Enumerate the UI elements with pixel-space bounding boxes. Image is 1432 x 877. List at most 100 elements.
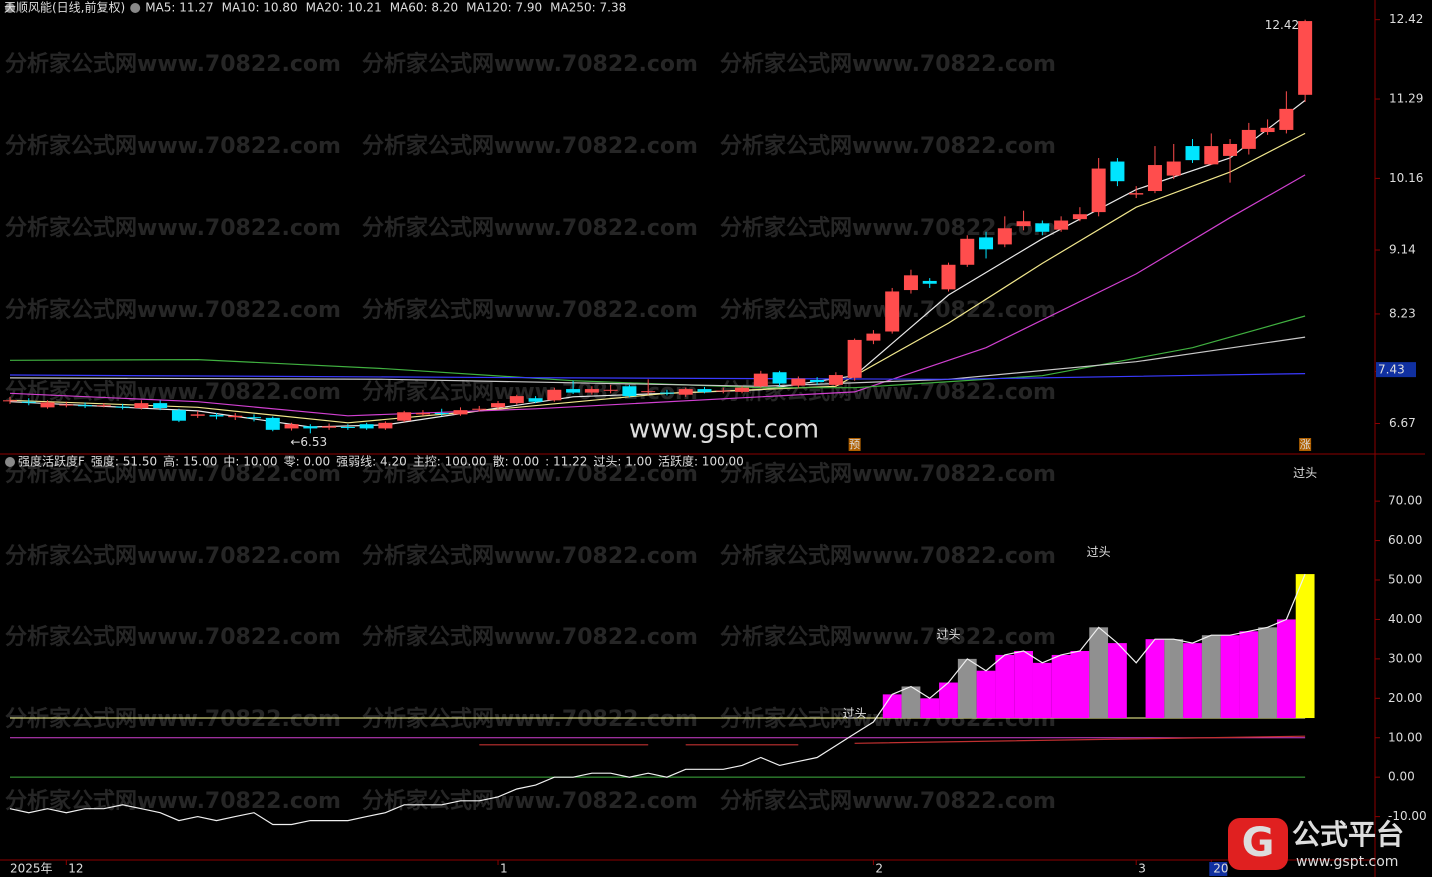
price-marker-box (1376, 362, 1416, 378)
indicator-legend: 活跃度: 100.00 (658, 454, 744, 469)
site-mark: www.gspt.com (629, 415, 819, 445)
candle-body (885, 291, 900, 332)
candle-body (1241, 129, 1256, 149)
strength-bar (1258, 627, 1277, 719)
candle-body (960, 238, 975, 265)
indicator-legend: 强弱线: 4.20 (336, 455, 407, 469)
candle-body (378, 422, 393, 429)
watermark: 分析家公式网www.70822.com (362, 788, 698, 814)
strength-bar (1295, 574, 1315, 719)
candle-body (434, 412, 449, 414)
candle-body (1091, 168, 1106, 213)
price-marker: 7.43 (1378, 363, 1405, 377)
overshoot-label: 过头 (1293, 466, 1317, 480)
y-tick-label: 30.00 (1388, 651, 1422, 665)
candle-body (941, 264, 956, 290)
x-highlight (1209, 862, 1228, 876)
candle-body (21, 401, 36, 403)
candle-body (1129, 193, 1144, 195)
candle-body (997, 228, 1012, 245)
candle-body (547, 389, 562, 401)
candle-body (415, 412, 430, 415)
candle-body (903, 275, 918, 291)
y-tick-label: 50.00 (1388, 573, 1422, 587)
strength-bar (1201, 635, 1221, 719)
watermark: 分析家公式网www.70822.com (720, 51, 1056, 77)
candle-body (791, 378, 806, 386)
candle-body (1110, 161, 1125, 182)
overshoot-label: 过头 (1087, 545, 1111, 559)
y-tick-label: 60.00 (1388, 533, 1422, 547)
y-tick-label: -10.00 (1388, 809, 1427, 823)
watermark: 分析家公式网www.70822.com (720, 788, 1056, 814)
y-tick-label: 6.67 (1389, 416, 1416, 430)
indicator-legend: 强度活跃度F (18, 454, 85, 469)
watermark: 分析家公式网www.70822.com (5, 297, 341, 323)
candle-body (753, 373, 768, 387)
watermark: 分析家公式网www.70822.com (5, 215, 341, 241)
x-tick-label: 12 (68, 862, 83, 876)
watermark: 分析家公式网www.70822.com (362, 543, 698, 569)
watermark: 分析家公式网www.70822.com (5, 51, 341, 77)
watermark: 分析家公式网www.70822.com (362, 624, 698, 650)
indicator-legend: 强度: 51.50 (91, 454, 157, 469)
watermark: 分析家公式网www.70822.com (5, 543, 341, 569)
candle-body (979, 237, 994, 250)
candle-body (697, 389, 712, 392)
y-tick-label: 11.29 (1389, 92, 1423, 106)
strong-weak-line (479, 735, 1306, 746)
watermark: 分析家公式网www.70822.com (5, 461, 341, 487)
watermark: 分析家公式网www.70822.com (362, 706, 698, 732)
chart-title: 天顺风能(日线,前复权) (4, 0, 125, 15)
y-tick-label: 0.00 (1388, 770, 1415, 784)
ma-line (9, 336, 1306, 387)
strength-bar (920, 698, 940, 719)
candle-body (134, 403, 149, 409)
indicator-legend: 主控: 100.00 (413, 455, 487, 469)
candle-body (96, 405, 111, 407)
candle-body (491, 403, 506, 408)
watermark: 分析家公式网www.70822.com (720, 379, 1056, 405)
candle-body (1054, 220, 1069, 230)
candle-body (397, 412, 412, 421)
x-tick-label: 20 (1213, 862, 1228, 876)
watermark: 分析家公式网www.70822.com (5, 133, 341, 159)
logo-url: www.gspt.com (1296, 854, 1398, 870)
candle-body (115, 406, 130, 408)
logo-icon: G (1242, 820, 1275, 866)
legend-entry: MA20: 10.21 (306, 1, 382, 15)
legend-entry: MA5: 11.27 (145, 1, 213, 15)
indicator-legend: 零: 0.00 (284, 455, 331, 469)
strength-bar (957, 658, 977, 719)
indicator-legend: : 11.22 (545, 455, 587, 469)
candle-body (228, 415, 243, 418)
candle-body (359, 424, 374, 429)
price-annotation: 12.42 (1265, 18, 1299, 32)
candle-body (678, 389, 693, 395)
strength-bar (901, 686, 921, 719)
indicator-legend: 高: 15.00 (163, 454, 217, 469)
candle-body (322, 426, 337, 428)
watermark: 分析家公式网www.70822.com (362, 215, 698, 241)
legend-entry: MA10: 10.80 (222, 1, 298, 15)
header-icon (130, 3, 141, 13)
candle-body (659, 392, 674, 394)
watermark: 分析家公式网www.70822.com (5, 706, 341, 732)
watermark: 分析家公式网www.70822.com (362, 51, 698, 77)
x-tick-label: 2025年 (10, 862, 53, 876)
signal-box (1299, 438, 1312, 451)
x-tick-label: 2 (875, 862, 883, 876)
x-tick-label: 3 (1138, 862, 1146, 876)
candle-body (190, 414, 205, 416)
logo-title: 公式平台 (1292, 818, 1404, 851)
strength-line (9, 573, 1306, 826)
y-tick-label: 12.42 (1389, 12, 1423, 26)
candle-body (303, 426, 318, 429)
indicator-legend: 中: 10.00 (223, 454, 277, 469)
y-tick-label: 40.00 (1388, 612, 1422, 626)
candle-body (622, 386, 637, 397)
y-tick-label: 70.00 (1388, 494, 1422, 508)
strength-bar (1032, 662, 1052, 719)
signal: 涨 (1300, 438, 1311, 451)
